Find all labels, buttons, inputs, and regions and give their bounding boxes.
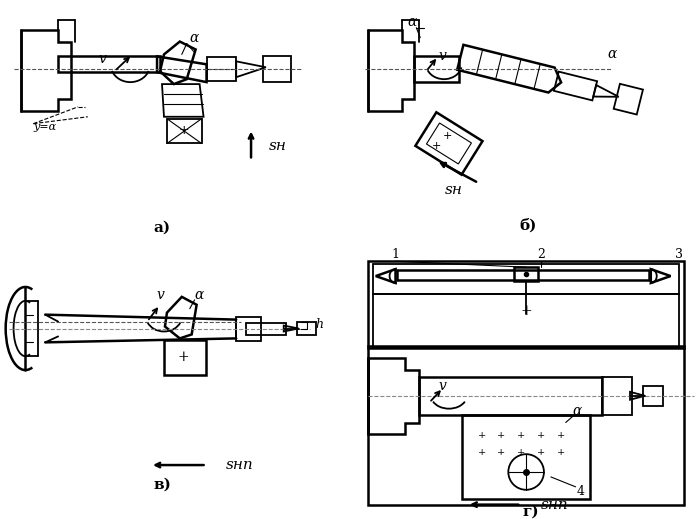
Text: +: + bbox=[431, 142, 441, 152]
Bar bbox=[462, 415, 590, 499]
Text: sнп: sнп bbox=[226, 458, 254, 472]
Bar bbox=[246, 323, 286, 335]
Text: 4: 4 bbox=[577, 485, 584, 498]
Text: α: α bbox=[608, 47, 617, 61]
Bar bbox=[398, 270, 649, 280]
Text: +: + bbox=[497, 448, 505, 457]
Bar bbox=[368, 346, 685, 504]
Text: +: + bbox=[537, 431, 545, 440]
Text: б): б) bbox=[519, 218, 537, 233]
Text: +: + bbox=[517, 431, 525, 440]
Text: г): г) bbox=[523, 504, 540, 518]
Text: 3: 3 bbox=[676, 248, 683, 261]
Bar bbox=[514, 267, 538, 281]
Text: v: v bbox=[438, 49, 446, 63]
Text: sн: sн bbox=[445, 183, 463, 197]
Bar bbox=[236, 317, 261, 342]
Text: h: h bbox=[316, 318, 323, 331]
Text: +: + bbox=[537, 448, 545, 457]
Text: sнп: sнп bbox=[541, 498, 568, 512]
Text: α: α bbox=[573, 404, 582, 418]
Text: 1: 1 bbox=[391, 248, 400, 261]
Bar bbox=[602, 377, 632, 415]
Bar bbox=[419, 377, 602, 415]
Text: 2: 2 bbox=[537, 248, 545, 261]
Text: v: v bbox=[99, 52, 106, 66]
Text: α: α bbox=[195, 288, 204, 302]
Text: +: + bbox=[178, 350, 190, 364]
Text: +: + bbox=[556, 431, 565, 440]
Text: v: v bbox=[156, 288, 164, 302]
Text: в): в) bbox=[153, 478, 171, 492]
Text: y=α: y=α bbox=[34, 121, 57, 132]
Bar bbox=[167, 119, 202, 143]
Bar bbox=[373, 264, 680, 294]
Text: sн: sн bbox=[269, 140, 287, 154]
Text: v: v bbox=[438, 379, 446, 393]
Bar bbox=[373, 294, 680, 348]
Text: +: + bbox=[443, 131, 453, 141]
Text: α: α bbox=[407, 15, 417, 29]
Bar bbox=[368, 261, 685, 348]
Text: а): а) bbox=[153, 221, 171, 235]
Text: α: α bbox=[189, 31, 198, 45]
Bar bbox=[643, 386, 663, 406]
Bar bbox=[164, 340, 206, 375]
Text: +: + bbox=[520, 304, 532, 318]
Text: +: + bbox=[556, 448, 565, 457]
Text: +: + bbox=[178, 124, 189, 137]
Text: +: + bbox=[517, 448, 525, 457]
Text: +: + bbox=[497, 431, 505, 440]
Text: +: + bbox=[477, 431, 486, 440]
Bar bbox=[297, 322, 316, 335]
Text: +: + bbox=[477, 448, 486, 457]
